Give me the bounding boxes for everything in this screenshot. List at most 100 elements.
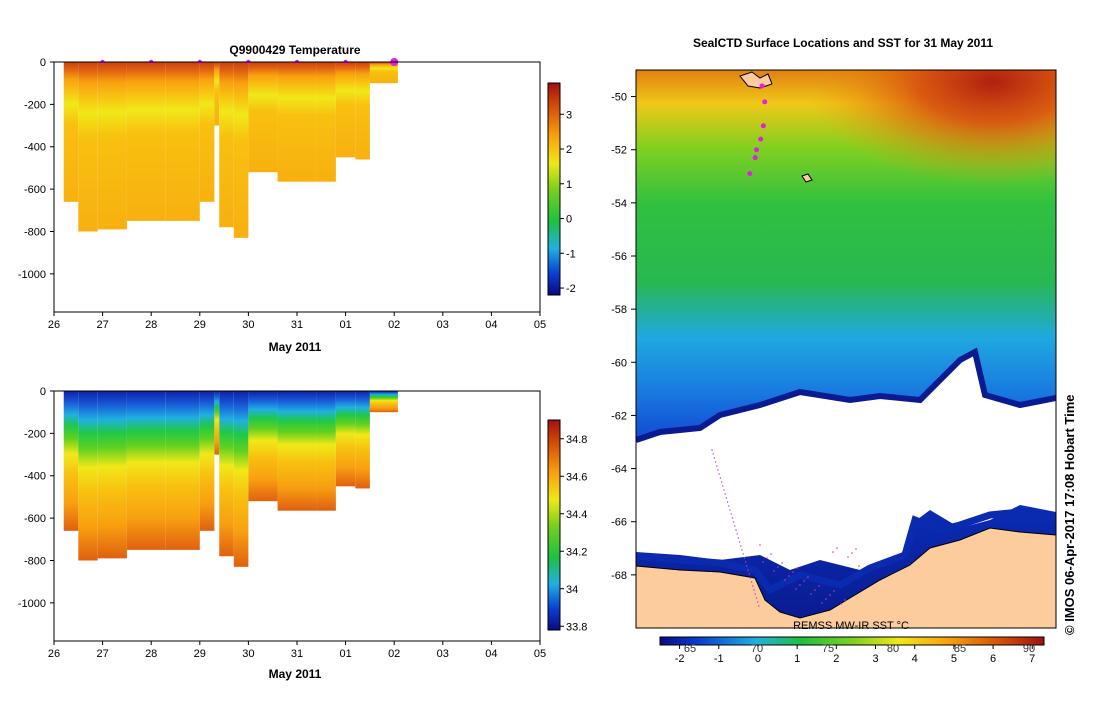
track-point [747, 569, 749, 571]
profile-column [369, 391, 398, 413]
track-point [758, 605, 760, 607]
sst-tick-label: 2 [833, 653, 839, 665]
track-point [784, 579, 786, 581]
colorbar-tick-label: 34.2 [566, 546, 587, 558]
profile-column [233, 391, 249, 567]
colorbar-tick-label: 33.8 [566, 621, 587, 633]
track-point [716, 465, 718, 467]
track-point [840, 603, 842, 605]
lat-tick-label: -68 [611, 570, 627, 582]
sst-map-panel: SealCTD Surface Locations and SST for 31… [611, 36, 1077, 665]
temperature-profiles [63, 62, 398, 238]
seal-position [758, 136, 764, 142]
track-point [829, 594, 831, 596]
track-point [766, 557, 768, 559]
track-point [731, 517, 734, 519]
warm-water-region [636, 70, 1056, 300]
track-point [851, 552, 853, 554]
profile-column [335, 391, 356, 487]
profile-column [78, 391, 98, 561]
profile-column [277, 62, 317, 182]
track-point [814, 589, 816, 591]
colorbar-tick-label: 34.4 [566, 509, 587, 521]
x-tick-label: 30 [242, 648, 254, 660]
profile-column [165, 62, 200, 221]
profile-column [277, 391, 317, 511]
x-axis: 26 27 28 29 30 31 01 02 03 04 05 [48, 641, 546, 660]
track-point [825, 598, 827, 600]
map-title: SealCTD Surface Locations and SST for 31… [693, 36, 993, 50]
seal-position [754, 147, 760, 153]
profile-column [78, 62, 98, 232]
colorbar-tick-label: 34 [566, 584, 578, 596]
profile-column [63, 391, 79, 531]
lon-tick-label: 80 [887, 643, 899, 655]
x-tick-label: 01 [339, 319, 351, 331]
track-point [724, 493, 726, 495]
track-point [759, 544, 761, 546]
y-axis: 0 -200 -400 -600 -800 -1000 [18, 57, 54, 281]
track-point [855, 548, 857, 550]
track-point [734, 525, 736, 527]
lat-tick-label: -62 [611, 410, 627, 422]
sst-tick-label: 3 [872, 653, 878, 665]
x-axis: 26 27 28 29 30 31 01 02 03 04 05 [48, 312, 546, 331]
track-point [743, 557, 746, 559]
y-tick-label: -1000 [18, 269, 46, 281]
lon-tick-label: 65 [684, 643, 696, 655]
track-point [744, 561, 747, 563]
track-point [788, 575, 790, 577]
seal-position [760, 123, 766, 129]
lat-tick-label: -56 [611, 251, 627, 263]
track-point [762, 561, 764, 563]
profile-column [199, 391, 215, 531]
x-tick-label: 28 [145, 319, 157, 331]
profile-column [126, 62, 166, 221]
track-point [770, 553, 772, 555]
profile-column [199, 62, 215, 202]
track-point [832, 551, 834, 553]
y-tick-label: -1000 [18, 598, 46, 610]
track-point [803, 580, 805, 582]
x-tick-label: 02 [388, 319, 400, 331]
sst-tick-label: 4 [912, 653, 918, 665]
track-point [754, 593, 756, 595]
colorbar-tick-label: 34.6 [566, 471, 587, 483]
x-tick-label: 28 [145, 648, 157, 660]
track-point [818, 585, 820, 587]
y-tick-label: -600 [24, 513, 46, 525]
x-tick-label: 26 [48, 319, 60, 331]
track-point [752, 585, 754, 587]
profile-column [214, 62, 220, 126]
seal-track [711, 449, 860, 607]
track-point [740, 545, 742, 547]
lon-tick-label: 70 [751, 643, 763, 655]
sst-tick-label: -2 [675, 653, 685, 665]
track-point [810, 593, 812, 595]
track-point [728, 505, 730, 507]
sst-tick-label: 6 [990, 653, 996, 665]
ice-edge [636, 347, 1056, 443]
antarctica-landmass [636, 527, 1056, 628]
y-tick-label: -600 [24, 184, 46, 196]
longitude-axis: 65 70 75 80 85 90 [684, 643, 1035, 655]
salinity-profiles [63, 391, 398, 567]
lat-tick-label: -60 [611, 357, 627, 369]
colorbar-tick-label: -1 [566, 248, 576, 260]
track-point [732, 521, 735, 523]
profile-column [248, 62, 278, 173]
sst-colorbar-ticks: -2 -1 0 1 2 3 4 5 6 7 [675, 645, 1035, 665]
lon-tick-label: 90 [1023, 643, 1035, 655]
track-point [756, 601, 759, 603]
x-axis-label: May 2011 [269, 667, 322, 681]
salinity-colorbar [547, 419, 561, 631]
track-point [773, 570, 775, 572]
track-point [741, 549, 743, 551]
x-tick-label: 05 [534, 319, 546, 331]
x-tick-label: 31 [291, 319, 303, 331]
track-point [807, 576, 809, 578]
imos-credit: © IMOS 06-Apr-2017 17:08 Hobart Time [1062, 394, 1077, 635]
sst-product-label: REMSS MW-IR SST °C [793, 620, 909, 632]
y-tick-label: -200 [24, 428, 46, 440]
